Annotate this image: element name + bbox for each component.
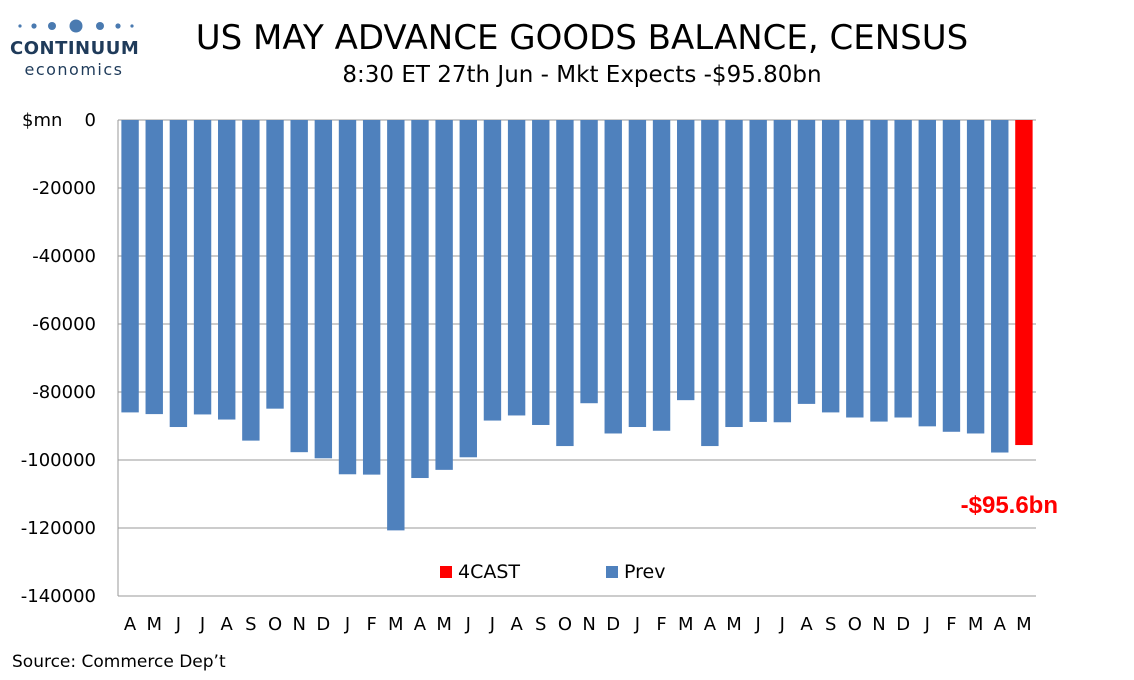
bar-4cast xyxy=(1015,120,1033,446)
bar-prev xyxy=(242,120,260,441)
bar-prev xyxy=(580,120,598,404)
x-tick-label: S xyxy=(245,614,256,635)
x-tick-label: D xyxy=(316,614,330,635)
x-tick-label: M xyxy=(726,614,742,635)
y-tick-label: -120000 xyxy=(21,518,96,539)
bar-prev xyxy=(918,120,936,427)
bar-prev xyxy=(483,120,502,421)
bar-prev xyxy=(701,120,719,447)
bar-prev xyxy=(821,120,840,413)
bar-prev xyxy=(604,120,622,434)
bar-prev xyxy=(266,120,284,409)
x-tick-label: A xyxy=(704,614,717,635)
bar-prev xyxy=(362,120,381,475)
bar-prev xyxy=(507,120,526,416)
x-tick-label: F xyxy=(946,614,956,635)
x-tick-label: D xyxy=(896,614,910,635)
legend-swatch xyxy=(440,566,452,578)
bar-prev xyxy=(628,120,647,428)
x-tick-label: M xyxy=(388,614,404,635)
x-tick-label: J xyxy=(175,614,181,635)
x-tick-label: J xyxy=(924,614,930,635)
source-note: Source: Commerce Dep’t xyxy=(12,652,226,672)
bar-prev xyxy=(725,120,743,428)
bar-prev xyxy=(338,120,357,475)
y-tick-label: -60000 xyxy=(32,314,96,335)
bar-prev xyxy=(894,120,912,418)
y-axis-label: $mn xyxy=(22,110,62,131)
y-tick-label: -140000 xyxy=(21,586,96,607)
bar-prev xyxy=(435,120,453,470)
x-tick-label: M xyxy=(436,614,452,635)
bar-prev xyxy=(290,120,308,453)
x-tick-label: N xyxy=(292,614,305,635)
bar-prev xyxy=(797,120,816,404)
bar-prev xyxy=(966,120,985,434)
bar-prev xyxy=(411,120,429,479)
x-tick-label: J xyxy=(344,614,350,635)
bar-prev xyxy=(556,120,574,447)
x-tick-label: A xyxy=(510,614,523,635)
chart-subtitle: 8:30 ET 27th Jun - Mkt Expects -$95.80bn xyxy=(342,62,822,88)
legend-swatch xyxy=(606,566,618,578)
bar-prev xyxy=(218,120,236,420)
x-tick-label: A xyxy=(221,614,234,635)
bar-prev xyxy=(652,120,671,431)
bar-prev xyxy=(387,120,405,531)
x-tick-label: M xyxy=(678,614,694,635)
bar-prev xyxy=(773,120,792,423)
x-tick-label: F xyxy=(656,614,666,635)
y-tick-label: -80000 xyxy=(32,382,96,403)
bar-prev xyxy=(991,120,1009,453)
bar-prev xyxy=(942,120,961,432)
x-tick-label: J xyxy=(489,614,495,635)
y-tick-label: -20000 xyxy=(32,178,96,199)
x-tick-label: A xyxy=(800,614,813,635)
x-tick-label: A xyxy=(124,614,137,635)
bar-prev xyxy=(169,120,188,428)
x-tick-label: M xyxy=(1016,614,1032,635)
bar-prev xyxy=(846,120,864,418)
x-tick-label: S xyxy=(825,614,836,635)
legend-label: 4CAST xyxy=(458,561,520,583)
bar-prev xyxy=(121,120,139,413)
x-tick-label: N xyxy=(582,614,595,635)
y-tick-label: -40000 xyxy=(32,246,96,267)
forecast-callout: -$95.6bn xyxy=(961,492,1058,519)
x-tick-label: O xyxy=(848,614,862,635)
x-tick-label: J xyxy=(199,614,205,635)
logo-wordmark: CONTINUUM xyxy=(10,38,140,59)
bar-prev xyxy=(870,120,888,422)
x-tick-label: S xyxy=(535,614,546,635)
x-tick-label: D xyxy=(606,614,620,635)
x-tick-label: O xyxy=(558,614,572,635)
y-tick-label: -100000 xyxy=(21,450,96,471)
x-tick-label: J xyxy=(779,614,785,635)
logo-subtitle: economics xyxy=(24,60,124,79)
x-tick-label: A xyxy=(414,614,427,635)
x-tick-label: J xyxy=(755,614,761,635)
x-tick-label: M xyxy=(146,614,162,635)
x-tick-label: F xyxy=(366,614,376,635)
bar-prev xyxy=(145,120,163,415)
x-tick-label: M xyxy=(968,614,984,635)
chart-title: US MAY ADVANCE GOODS BALANCE, CENSUS xyxy=(195,18,969,58)
bar-prev xyxy=(459,120,477,458)
bar-prev xyxy=(314,120,333,459)
x-tick-label: N xyxy=(872,614,885,635)
x-tick-label: A xyxy=(994,614,1007,635)
y-tick-label: 0 xyxy=(85,110,96,131)
x-tick-label: J xyxy=(465,614,471,635)
bar-prev xyxy=(677,120,695,401)
continuum-logo: CONTINUUM economics xyxy=(10,12,140,82)
legend-label: Prev xyxy=(624,561,665,583)
x-tick-label: O xyxy=(268,614,282,635)
logo-dots-icon xyxy=(18,19,134,33)
bar-prev xyxy=(193,120,212,415)
bar-prev xyxy=(749,120,767,422)
x-tick-label: J xyxy=(634,614,640,635)
bar-prev xyxy=(532,120,550,425)
